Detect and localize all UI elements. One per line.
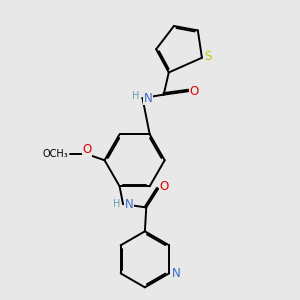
Text: N: N [124,198,133,211]
Text: OCH₃: OCH₃ [42,149,68,159]
Text: S: S [204,50,212,63]
Text: N: N [144,92,153,105]
Text: H: H [132,92,140,101]
Text: N: N [172,267,180,280]
Text: O: O [190,85,199,98]
Text: O: O [82,143,92,156]
Text: H: H [113,199,120,209]
Text: O: O [160,181,169,194]
